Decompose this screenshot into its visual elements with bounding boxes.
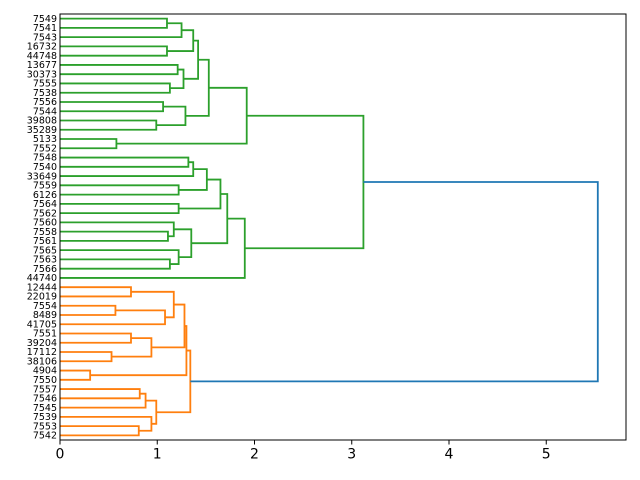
leaf-label: 41705 [27,319,57,330]
leaf-label: 7564 [33,199,57,210]
leaf-label: 7541 [33,23,57,34]
leaf-label: 7555 [33,79,57,90]
x-tick-label: 1 [153,447,162,463]
leaf-label: 22019 [27,292,57,303]
leaf-label: 7544 [33,106,57,117]
x-tick-label: 0 [56,447,65,463]
leaf-label: 33649 [27,171,57,182]
leaf-label: 44748 [27,51,57,62]
x-tick-label: 2 [250,447,259,463]
leaf-label: 7546 [33,394,57,405]
leaf-label: 35289 [27,125,57,136]
leaf-label: 7560 [33,218,57,229]
leaf-label: 39204 [27,338,57,349]
leaf-label: 7552 [33,143,57,154]
leaf-label: 30373 [27,69,57,80]
leaf-label: 7563 [33,255,57,266]
leaf-label: 7558 [33,227,57,238]
leaf-label: 7540 [33,162,57,173]
x-tick-label: 4 [445,447,454,463]
leaf-label: 7539 [33,412,57,423]
leaf-label: 7557 [33,384,57,395]
x-tick-label: 3 [347,447,356,463]
leaf-labels: 7549754175431673244748136773037375557538… [27,14,57,442]
leaf-label: 7556 [33,97,57,108]
dendrogram-links [60,17,599,437]
leaf-label: 38106 [27,356,57,367]
leaf-label: 7565 [33,245,57,256]
leaf-label: 7538 [33,88,57,99]
leaf-label: 39808 [27,116,57,127]
x-tick-label: 5 [542,447,551,463]
leaf-label: 44740 [27,273,57,284]
leaf-label: 4904 [33,366,57,377]
leaf-label: 7550 [33,375,57,386]
leaf-label: 7545 [33,403,57,414]
leaf-label: 7554 [33,301,57,312]
leaf-label: 7549 [33,14,57,25]
leaf-label: 7553 [33,421,57,432]
leaf-label: 6126 [33,190,57,201]
leaf-label: 13677 [27,60,57,71]
leaf-label: 8489 [33,310,57,321]
leaf-label: 7561 [33,236,57,247]
leaf-label: 7548 [33,153,57,164]
leaf-label: 12444 [27,282,57,293]
axes-spines [59,13,627,441]
dendrogram-link [190,181,599,383]
leaf-label: 7559 [33,181,57,192]
leaf-label: 7562 [33,208,57,219]
leaf-label: 7551 [33,329,57,340]
leaf-label: 7542 [33,431,57,442]
leaf-label: 5133 [33,134,57,145]
leaf-label: 16732 [27,42,57,53]
x-axis: 0 1 2 3 4 5 [56,440,551,463]
leaf-label: 7543 [33,32,57,43]
leaf-label: 17112 [27,347,57,358]
leaf-label: 7566 [33,264,57,275]
